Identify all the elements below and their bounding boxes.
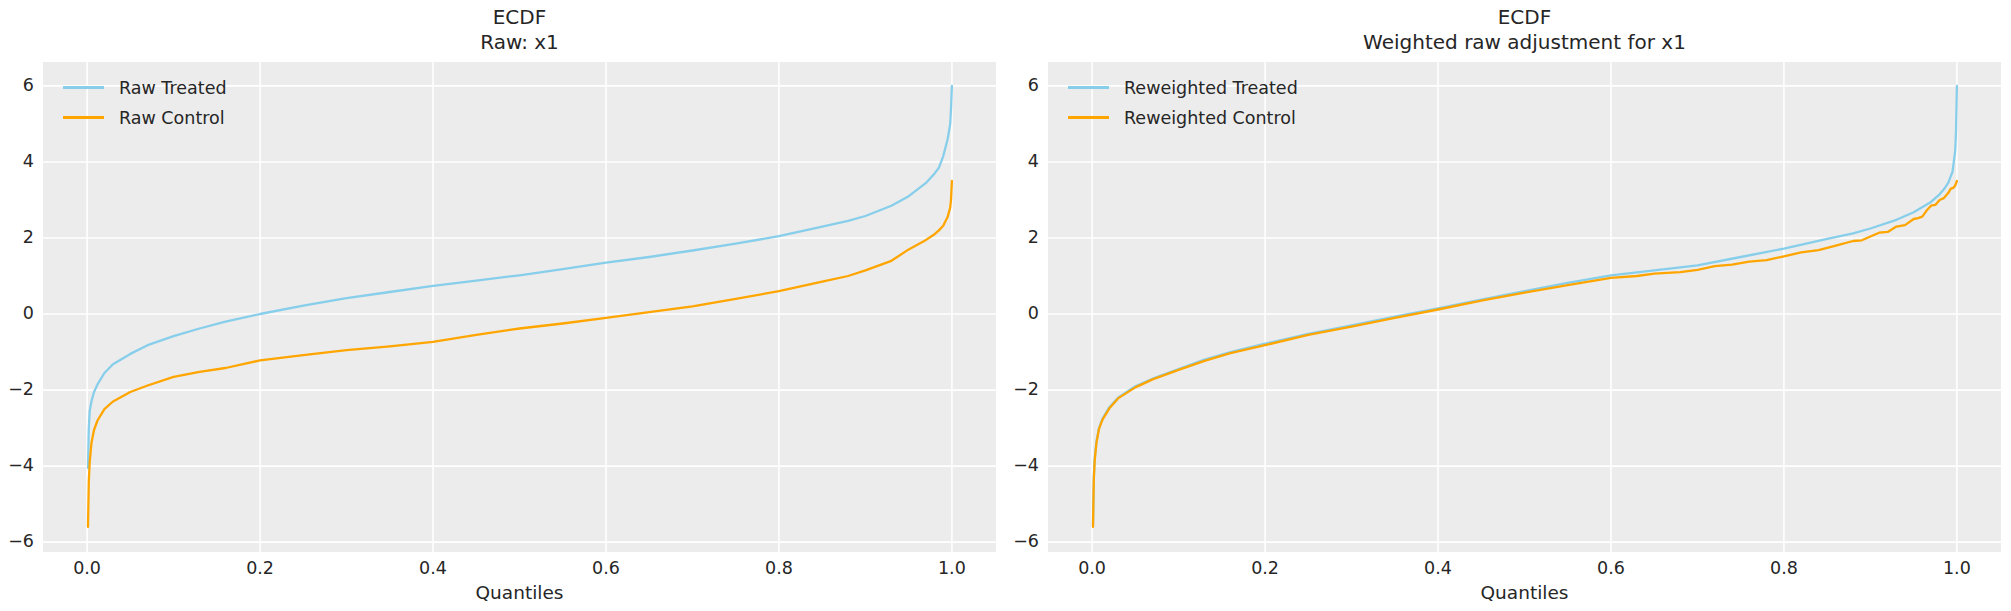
x-tick-label: 0.0	[55, 558, 119, 578]
x-tick-label: 0.6	[574, 558, 638, 578]
x-tick-label: 0.6	[1579, 558, 1643, 578]
legend-line-swatch	[1068, 86, 1109, 89]
y-tick-label: 6	[987, 75, 1039, 95]
series-line	[88, 181, 952, 527]
legend-entry: Reweighted Control	[1068, 106, 1298, 129]
x-tick-label: 1.0	[920, 558, 984, 578]
y-tick-label: 0	[987, 303, 1039, 323]
legend-label: Raw Control	[119, 108, 225, 128]
legend-line-swatch	[1068, 116, 1109, 119]
x-tick-label: 0.4	[401, 558, 465, 578]
y-tick-label: −4	[987, 455, 1039, 475]
x-tick-label: 0.2	[228, 558, 292, 578]
y-tick-label: −6	[987, 531, 1039, 551]
x-tick-label: 0.4	[1406, 558, 1470, 578]
plot-svg	[1048, 62, 2001, 552]
x-axis-label: Quantiles	[43, 582, 996, 603]
legend-entry: Raw Treated	[63, 76, 227, 99]
x-tick-label: 0.8	[747, 558, 811, 578]
legend-label: Raw Treated	[119, 78, 227, 98]
x-axis-label: Quantiles	[1048, 582, 2001, 603]
y-tick-label: 2	[0, 227, 34, 247]
x-tick-label: 0.0	[1060, 558, 1124, 578]
legend-label: Reweighted Treated	[1124, 78, 1298, 98]
x-tick-label: 0.8	[1752, 558, 1816, 578]
y-tick-label: 6	[0, 75, 34, 95]
legend-line-swatch	[63, 116, 104, 119]
series-line	[88, 86, 952, 468]
chart-title: ECDF Weighted raw adjustment for x1	[1048, 5, 2001, 55]
chart-title-line2: Raw: x1	[43, 30, 996, 55]
y-tick-label: 2	[987, 227, 1039, 247]
legend-line-swatch	[63, 86, 104, 89]
plot-area: Reweighted Treated Reweighted Control	[1048, 62, 2001, 552]
chart-title: ECDF Raw: x1	[43, 5, 996, 55]
chart-title-line1: ECDF	[1048, 5, 2001, 30]
y-tick-label: −2	[987, 379, 1039, 399]
plot-svg	[43, 62, 996, 552]
y-tick-label: 0	[0, 303, 34, 323]
chart-title-line1: ECDF	[43, 5, 996, 30]
y-tick-label: −6	[0, 531, 34, 551]
chart-title-line2: Weighted raw adjustment for x1	[1048, 30, 2001, 55]
y-tick-label: −2	[0, 379, 34, 399]
legend: Reweighted Treated Reweighted Control	[1068, 76, 1298, 129]
series-line	[1093, 86, 1957, 525]
y-tick-label: 4	[987, 151, 1039, 171]
legend-entry: Raw Control	[63, 106, 227, 129]
figure: ECDF Raw: x1 Raw Treated Raw Control Quan…	[0, 0, 2011, 611]
y-tick-label: −4	[0, 455, 34, 475]
legend: Raw Treated Raw Control	[63, 76, 227, 129]
y-tick-label: 4	[0, 151, 34, 171]
x-tick-label: 1.0	[1925, 558, 1989, 578]
legend-entry: Reweighted Treated	[1068, 76, 1298, 99]
legend-label: Reweighted Control	[1124, 108, 1296, 128]
plot-area: Raw Treated Raw Control	[43, 62, 996, 552]
x-tick-label: 0.2	[1233, 558, 1297, 578]
